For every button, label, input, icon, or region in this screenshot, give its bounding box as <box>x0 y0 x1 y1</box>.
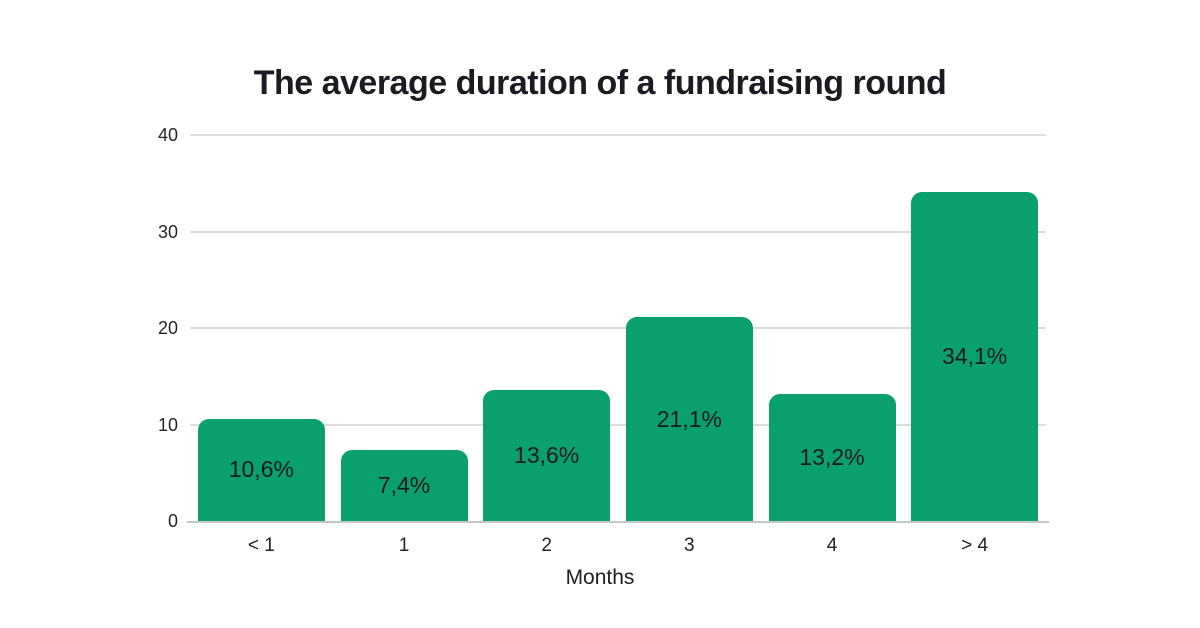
bar: 34,1% <box>911 191 1039 521</box>
y-tick-label: 10 <box>157 414 178 435</box>
y-tick-label: 20 <box>157 318 178 338</box>
x-axis-line <box>187 521 1049 523</box>
x-tick-label: 4 <box>826 535 838 556</box>
bar: 13,2% <box>768 393 896 521</box>
y-tick-label: 40 <box>157 125 178 145</box>
chart-title: The average duration of a fundraising ro… <box>253 64 947 102</box>
bar-value-label: 13,6% <box>514 441 580 468</box>
y-tick-label: 0 <box>167 511 178 531</box>
gridline <box>190 230 1046 233</box>
gridline <box>190 423 1046 426</box>
x-tick-label: 2 <box>541 535 552 556</box>
x-tick-label: < 1 <box>247 535 275 556</box>
gridline <box>190 134 1046 136</box>
y-tick-label: 30 <box>157 221 178 242</box>
bar-value-label: 7,4% <box>377 471 431 498</box>
bar-value-label: 10,6% <box>228 456 294 483</box>
gridline <box>190 327 1046 329</box>
x-tick-label: > 4 <box>961 535 989 556</box>
x-axis-title: Months <box>565 566 635 589</box>
bar: 21,1% <box>625 317 753 521</box>
bar-value-label: 34,1% <box>942 342 1008 369</box>
x-tick-label: 3 <box>684 535 695 556</box>
x-tick-label: 1 <box>398 535 410 556</box>
bar: 7,4% <box>340 449 468 521</box>
bar-value-label: 13,2% <box>799 443 865 470</box>
bar: 13,6% <box>483 389 611 521</box>
bar: 10,6% <box>197 418 325 521</box>
bar-value-label: 21,1% <box>656 405 722 432</box>
